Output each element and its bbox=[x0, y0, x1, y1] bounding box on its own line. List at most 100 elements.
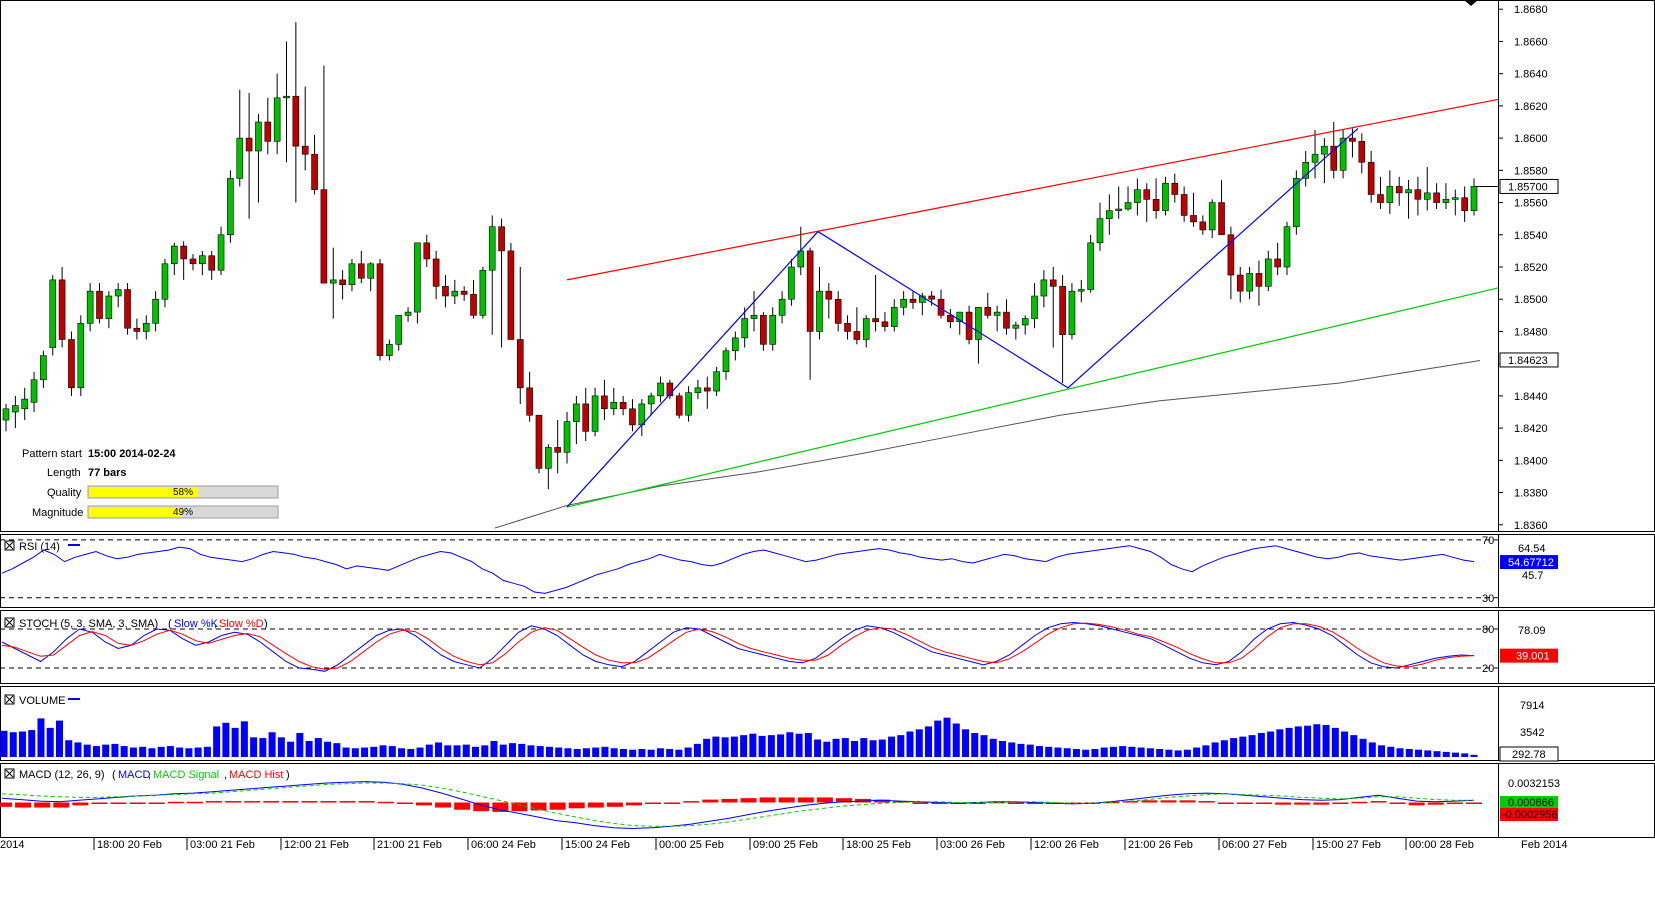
candle-down bbox=[825, 290, 833, 300]
macd-hist-bar bbox=[530, 802, 547, 811]
macd-hist-bar bbox=[587, 802, 604, 808]
volume-bar bbox=[1109, 746, 1117, 757]
candle-up bbox=[956, 311, 964, 323]
macd-hist-bar bbox=[912, 802, 929, 804]
volume-bar bbox=[860, 738, 868, 757]
pattern-length-value: 77 bars bbox=[88, 467, 127, 479]
candle-down bbox=[460, 290, 468, 295]
candle-up bbox=[329, 279, 337, 284]
volume-bar bbox=[1267, 731, 1275, 757]
volume-bar bbox=[1387, 746, 1395, 757]
macd-hist-bar bbox=[263, 801, 280, 803]
candle-up bbox=[1031, 295, 1038, 319]
price-tick-label: 1.8580 bbox=[1514, 165, 1548, 177]
volume-bar bbox=[129, 747, 137, 757]
candle-down bbox=[1255, 273, 1263, 287]
macd-hist-bar bbox=[893, 801, 910, 803]
time-label: 15:00 27 Feb bbox=[1316, 839, 1381, 851]
volume-bar bbox=[1424, 750, 1432, 757]
candle-up bbox=[1087, 242, 1094, 290]
macd-hist-bar bbox=[129, 802, 146, 804]
volume-bar bbox=[527, 745, 535, 757]
macd-legend-close: ) bbox=[286, 769, 290, 781]
volume-bar bbox=[869, 740, 877, 757]
candle-up bbox=[114, 289, 122, 297]
volume-bar bbox=[83, 744, 91, 757]
volume-bar bbox=[601, 746, 609, 757]
channel-lower-line bbox=[566, 287, 1499, 508]
volume-bar bbox=[1072, 748, 1080, 757]
candle-up bbox=[1096, 218, 1104, 244]
candle-down bbox=[675, 395, 683, 416]
volume-bar bbox=[296, 732, 304, 757]
macd-hist-bar bbox=[874, 799, 891, 803]
zigzag-pattern-line bbox=[566, 127, 1359, 508]
macd-hist-bar bbox=[0, 802, 12, 807]
volume-bar bbox=[1091, 748, 1099, 757]
volume-bar bbox=[287, 741, 295, 757]
volume-bar bbox=[1368, 742, 1376, 757]
panel-frames bbox=[0, 0, 1655, 838]
volume-bar bbox=[629, 749, 637, 757]
volume-bar bbox=[351, 748, 359, 757]
scroll-marker-icon bbox=[1464, 0, 1478, 6]
candle-up bbox=[722, 350, 730, 373]
rsi-level-label: 30 bbox=[1482, 593, 1494, 605]
macd-hist-bar bbox=[626, 802, 642, 806]
volume-bar bbox=[703, 738, 711, 757]
rsi-title: RSI (14) bbox=[19, 541, 60, 553]
candle-down bbox=[470, 294, 477, 316]
macd-hist-bar bbox=[282, 801, 299, 803]
candle-down bbox=[1461, 197, 1468, 211]
volume-bar bbox=[139, 746, 147, 757]
volume-bar bbox=[92, 746, 100, 757]
volume-bar bbox=[832, 738, 840, 757]
candle-up bbox=[900, 298, 907, 308]
stoch-legend-k: Slow %K bbox=[174, 618, 219, 630]
candle-down bbox=[526, 387, 533, 416]
volume-bar bbox=[18, 731, 26, 757]
volume-bar bbox=[943, 717, 951, 757]
candle-down bbox=[58, 279, 66, 340]
candle-up bbox=[488, 226, 496, 271]
volume-bar bbox=[814, 739, 822, 757]
macd-hist-bar bbox=[778, 797, 795, 803]
candle-down bbox=[1349, 137, 1356, 142]
macd-legend-sep2: , bbox=[224, 769, 227, 781]
volume-bar bbox=[721, 737, 729, 757]
macd-hist-bar bbox=[1122, 801, 1139, 803]
macd-legend-hist: MACD Hist bbox=[229, 769, 283, 781]
volume-bar bbox=[499, 744, 507, 757]
candle-down bbox=[1414, 189, 1422, 200]
macd-legend-sep1: , bbox=[148, 769, 151, 781]
candle-up bbox=[1302, 161, 1309, 179]
time-label: 18:00 25 Feb bbox=[846, 839, 911, 851]
volume-bar bbox=[1230, 738, 1238, 757]
volume-bar bbox=[962, 729, 970, 757]
volume-bar bbox=[1026, 744, 1034, 757]
macd-axis-label: 0.0032153 bbox=[1508, 778, 1560, 790]
stoch-title: STOCH (5, 3, SMA, 3, SMA) bbox=[19, 618, 158, 630]
volume-bar bbox=[730, 736, 738, 757]
candle-down bbox=[1003, 311, 1010, 329]
moving-average-line bbox=[494, 359, 1481, 529]
macd-signal-line bbox=[1, 782, 1474, 827]
volume-bar bbox=[1285, 727, 1293, 757]
time-label: 06:00 27 Feb bbox=[1222, 839, 1287, 851]
macd-hist-bar bbox=[167, 801, 184, 804]
candle-down bbox=[1218, 202, 1225, 236]
candle-up bbox=[657, 382, 664, 397]
panel-border-0 bbox=[0, 0, 1655, 532]
macd-hist-bar bbox=[244, 801, 261, 803]
volume-bar bbox=[508, 743, 516, 757]
candle-down bbox=[423, 242, 431, 260]
volume-bar bbox=[712, 736, 720, 757]
rsi-axis-label: 64.54 bbox=[1518, 543, 1546, 555]
rsi-panel: 70 30 RSI (14) 64.54 45.754.67712 bbox=[0, 535, 1558, 605]
candle-up bbox=[610, 402, 618, 410]
volume-axis-label: 7914 bbox=[1520, 700, 1544, 712]
macd-hist-bar bbox=[1160, 800, 1177, 803]
macd-hist-bar bbox=[969, 802, 986, 804]
macd-hist-bar bbox=[1141, 800, 1158, 803]
